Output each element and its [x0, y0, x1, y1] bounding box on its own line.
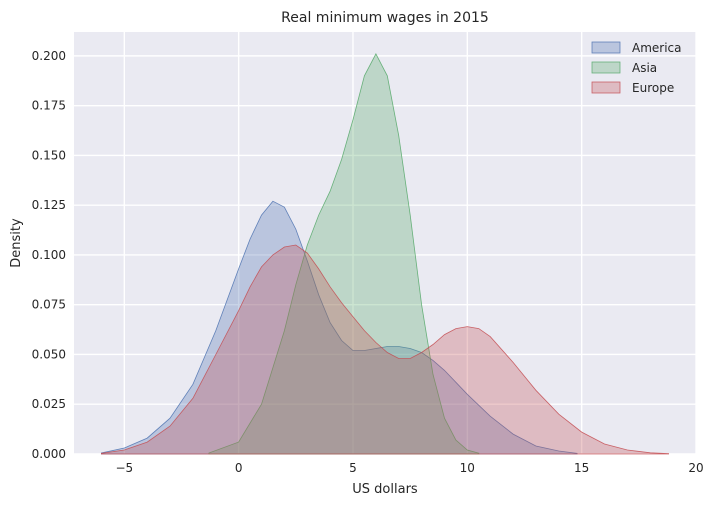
- y-tick-label: 0.050: [32, 347, 66, 361]
- plot-background: [74, 32, 696, 454]
- x-tick-label: 10: [460, 461, 475, 475]
- y-axis-ticks: 0.000 0.025 0.050 0.075 0.100 0.125 0.150 0.175…: [32, 49, 66, 461]
- y-tick-label: 0.075: [32, 298, 66, 312]
- legend-swatch-europe: [591, 81, 621, 94]
- y-tick-label: 0.125: [32, 198, 66, 212]
- x-tick-label: 15: [574, 461, 589, 475]
- x-tick-label: −5: [115, 461, 133, 475]
- x-tick-label: 0: [235, 461, 243, 475]
- x-axis-ticks: −5 0 5 10 15 20: [115, 461, 703, 475]
- y-axis-label: Density: [9, 218, 24, 268]
- density-area-asia: [208, 53, 480, 455]
- y-tick-label: 0.150: [32, 148, 66, 162]
- legend-label-america: America: [632, 41, 682, 55]
- legend-label-asia: Asia: [632, 61, 657, 75]
- series-layer: [101, 53, 669, 455]
- density-area-america: [101, 200, 578, 455]
- x-tick-label: 5: [349, 461, 357, 475]
- x-axis-label: US dollars: [352, 482, 418, 497]
- legend: America Asia Europe: [591, 41, 682, 95]
- legend-label-europe: Europe: [632, 81, 674, 95]
- y-tick-label: 0.200: [32, 49, 66, 63]
- legend-swatch-asia: [591, 61, 621, 74]
- chart-title: Real minimum wages in 2015: [281, 10, 489, 26]
- x-tick-label: 20: [688, 461, 703, 475]
- y-tick-label: 0.000: [32, 447, 66, 461]
- legend-swatch-america: [591, 41, 621, 54]
- density-area-europe: [101, 244, 669, 455]
- grid-lines: [74, 32, 697, 455]
- y-tick-label: 0.100: [32, 248, 66, 262]
- y-tick-label: 0.175: [32, 99, 66, 113]
- y-tick-label: 0.025: [32, 397, 66, 411]
